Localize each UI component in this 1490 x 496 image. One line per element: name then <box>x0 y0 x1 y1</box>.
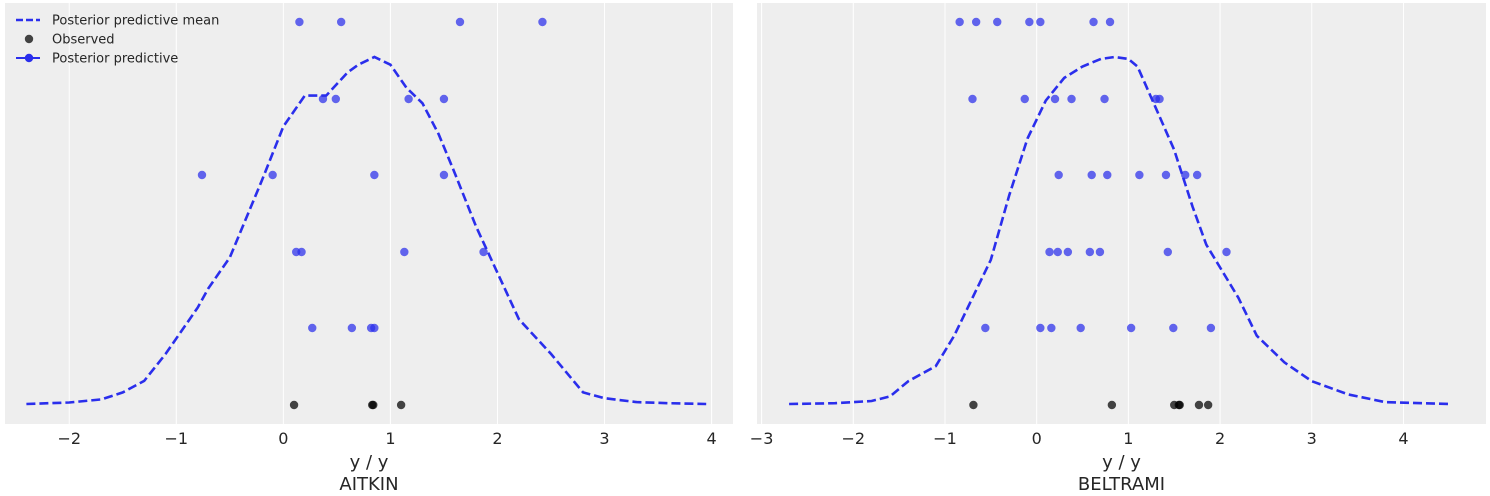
observed-point <box>1175 400 1184 410</box>
x-axis-label: y / y <box>350 452 389 473</box>
plot-background <box>5 3 733 424</box>
posterior-predictive-point <box>1095 247 1105 257</box>
posterior-predictive-point <box>1036 17 1045 27</box>
x-tick-label: −2 <box>841 429 865 448</box>
legend-label: Observed <box>52 33 115 48</box>
posterior-predictive-mean-line <box>789 55 1450 406</box>
x-tick-label: −1 <box>164 429 188 448</box>
x-tick-label: 3 <box>1307 429 1317 448</box>
posterior-predictive-point <box>1025 17 1034 27</box>
x-tick-label: 1 <box>385 429 395 448</box>
posterior-predictive-point <box>1050 94 1060 104</box>
observed-point <box>1194 400 1204 410</box>
observed-point <box>369 400 378 410</box>
panel-title: AITKIN <box>339 474 398 495</box>
posterior-predictive-point <box>370 323 379 333</box>
legend-swatch-observed <box>24 34 34 44</box>
posterior-predictive-point <box>479 247 488 257</box>
posterior-predictive-point <box>439 170 449 180</box>
x-tick-label: 3 <box>599 429 609 448</box>
posterior-predictive-point <box>197 170 207 180</box>
x-tick-label: −2 <box>57 429 81 448</box>
observed-point <box>289 400 299 410</box>
x-tick-label: −3 <box>750 429 774 448</box>
posterior-predictive-point <box>1076 323 1085 333</box>
posterior-predictive-point <box>971 17 981 27</box>
posterior-predictive-point <box>1161 170 1171 180</box>
legend: Posterior predictive mean Observed Posteri… <box>16 14 219 67</box>
posterior-predictive-mean-line <box>26 55 707 406</box>
posterior-predictive-point <box>1047 323 1056 333</box>
posterior-predictive-point <box>1192 170 1202 180</box>
posterior-predictive-point <box>955 17 964 27</box>
x-tick-label: 4 <box>1398 429 1408 448</box>
legend-label: Posterior predictive <box>52 52 178 67</box>
posterior-predictive-point <box>1126 323 1136 333</box>
posterior-predictive-point <box>1089 17 1098 27</box>
x-tick-label: 2 <box>492 429 502 448</box>
observed-point <box>396 400 406 410</box>
posterior-predictive-point <box>1135 170 1144 180</box>
posterior-predictive-point <box>295 17 304 27</box>
x-tick-label: 0 <box>1032 429 1042 448</box>
x-tick-label: −1 <box>933 429 957 448</box>
posterior-predictive-point <box>1087 170 1096 180</box>
x-tick-label: 0 <box>278 429 288 448</box>
x-tick-label: 4 <box>706 429 716 448</box>
posterior-predictive-point <box>1020 94 1029 104</box>
posterior-predictive-point <box>1045 247 1054 257</box>
panel-title: BELTRAMI <box>1078 474 1165 495</box>
posterior-predictive-point <box>336 17 346 27</box>
observed-point <box>969 400 978 410</box>
x-axis-label: y / y <box>1102 452 1141 473</box>
posterior-predictive-point <box>308 323 317 333</box>
posterior-predictive-point <box>1063 247 1073 257</box>
posterior-predictive-point <box>331 94 341 104</box>
legend-swatch-predictive-dot <box>24 53 34 63</box>
posterior-predictive-point <box>1053 247 1062 257</box>
posterior-predictive-point <box>1036 323 1045 333</box>
posterior-predictive-point <box>1105 17 1115 27</box>
posterior-predictive-point <box>1103 170 1112 180</box>
posterior-predictive-point <box>347 323 357 333</box>
posterior-predictive-point <box>404 94 413 104</box>
legend-label: Posterior predictive mean <box>52 14 219 29</box>
posterior-predictive-point <box>400 247 409 257</box>
posterior-predictive-point <box>370 170 379 180</box>
posterior-predictive-point <box>1067 94 1076 104</box>
posterior-predictive-point <box>1155 94 1164 104</box>
posterior-predictive-point <box>993 17 1002 27</box>
posterior-predictive-point <box>1100 94 1109 104</box>
observed-point <box>1203 400 1213 410</box>
posterior-predictive-point <box>455 17 465 27</box>
plot-background <box>757 3 1486 424</box>
posterior-predictive-point <box>1169 323 1178 333</box>
x-tick-label: 2 <box>1215 429 1225 448</box>
posterior-predictive-point <box>318 94 328 104</box>
posterior-predictive-point <box>968 94 977 104</box>
posterior-predictive-point <box>1206 323 1216 333</box>
posterior-predictive-point <box>981 323 990 333</box>
posterior-predictive-point <box>538 17 547 27</box>
posterior-predictive-point <box>297 247 306 257</box>
x-tick-label: 1 <box>1123 429 1133 448</box>
posterior-predictive-point <box>1054 170 1063 180</box>
posterior-predictive-point <box>1163 247 1173 257</box>
observed-point <box>1107 400 1117 410</box>
posterior-predictive-point <box>268 170 277 180</box>
posterior-predictive-point <box>1181 170 1190 180</box>
posterior-predictive-point <box>439 94 449 104</box>
posterior-predictive-point <box>1085 247 1095 257</box>
posterior-predictive-point <box>1222 247 1231 257</box>
